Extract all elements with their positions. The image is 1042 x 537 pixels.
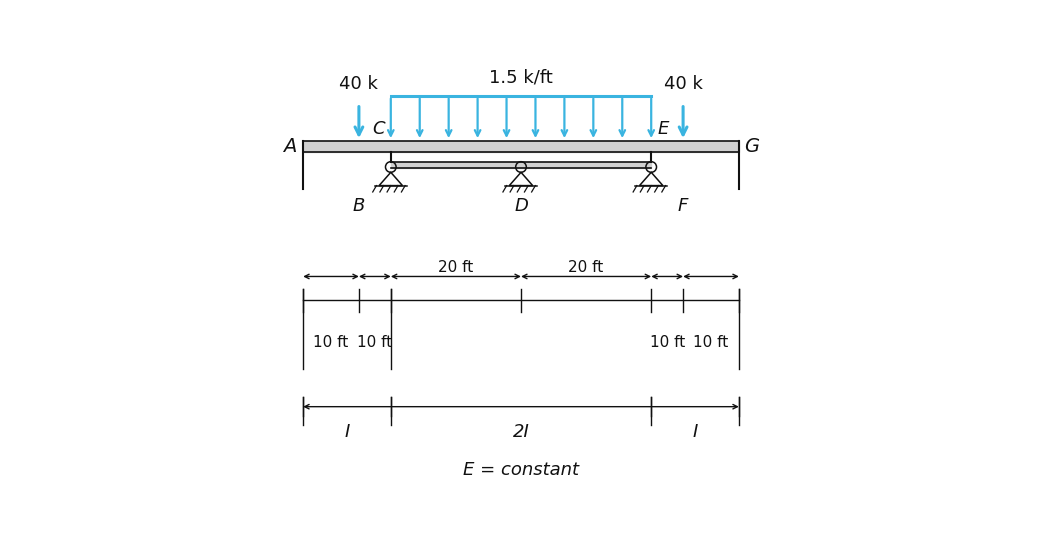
Text: B: B bbox=[353, 197, 365, 215]
Text: 10 ft: 10 ft bbox=[314, 336, 349, 351]
Text: A: A bbox=[283, 137, 297, 156]
Text: I: I bbox=[693, 423, 698, 441]
Text: 10 ft: 10 ft bbox=[357, 336, 393, 351]
Text: 20 ft: 20 ft bbox=[569, 260, 603, 275]
Text: D: D bbox=[514, 197, 528, 215]
Text: 10 ft: 10 ft bbox=[649, 336, 685, 351]
Text: 40 k: 40 k bbox=[664, 75, 702, 93]
Text: I: I bbox=[344, 423, 349, 441]
Text: E: E bbox=[658, 120, 669, 139]
Text: F: F bbox=[678, 197, 689, 215]
Text: C: C bbox=[372, 120, 384, 139]
Text: 40 k: 40 k bbox=[340, 75, 378, 93]
Text: 20 ft: 20 ft bbox=[439, 260, 473, 275]
Text: E = constant: E = constant bbox=[463, 461, 579, 480]
Text: G: G bbox=[745, 137, 760, 156]
Text: 1.5 k/ft: 1.5 k/ft bbox=[489, 68, 553, 86]
Text: 2I: 2I bbox=[513, 423, 529, 441]
Text: 10 ft: 10 ft bbox=[693, 336, 728, 351]
